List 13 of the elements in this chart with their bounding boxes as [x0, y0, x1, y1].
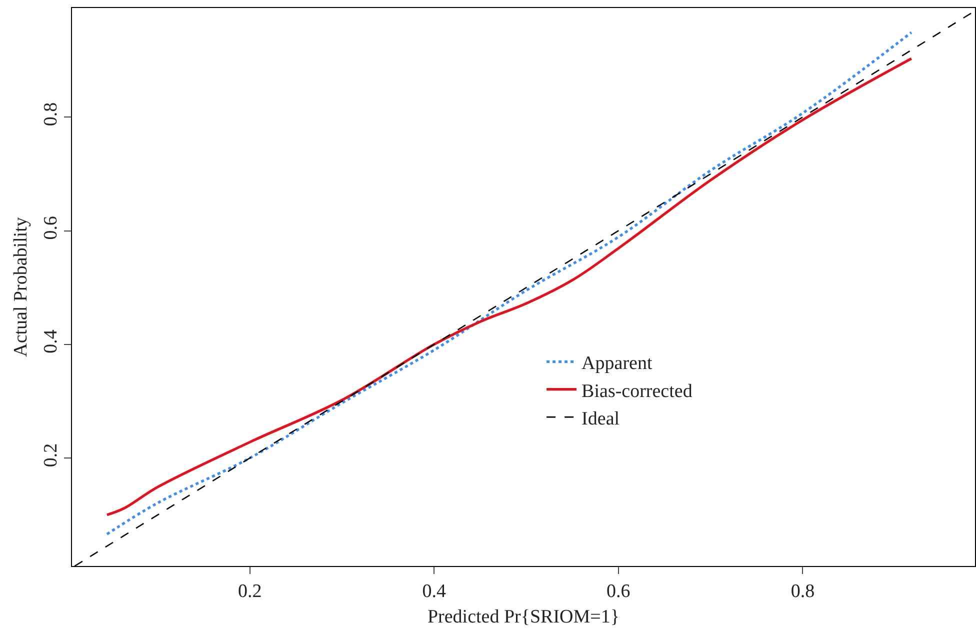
- x-tick-label: 0.8: [790, 580, 815, 602]
- x-axis-title: Predicted Pr{SRIOM=1}: [427, 606, 620, 628]
- y-tick-label: 0.4: [40, 329, 62, 354]
- x-tick-label: 0.6: [606, 580, 630, 602]
- legend-label: Bias-corrected: [582, 380, 693, 402]
- y-tick-label: 0.2: [40, 443, 62, 468]
- y-tick-label: 0.8: [40, 102, 62, 126]
- x-tick-label: 0.2: [238, 580, 262, 602]
- y-tick-label: 0.6: [40, 216, 62, 240]
- x-tick-label: 0.4: [422, 580, 446, 602]
- legend-label: Ideal: [582, 408, 620, 430]
- y-axis-title: Actual Probability: [10, 216, 32, 357]
- legend-label: Apparent: [582, 353, 653, 374]
